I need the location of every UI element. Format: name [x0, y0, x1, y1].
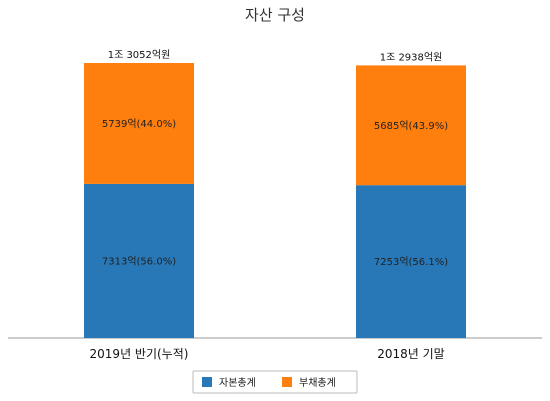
bar-segment-liabilities-1	[84, 63, 194, 184]
category-label: 2018년 기말	[377, 347, 444, 361]
legend-label: 부채총계	[299, 377, 336, 389]
bar-data-label: 5739억(44.0%)	[102, 118, 176, 130]
bar-segment-equity-2	[356, 185, 466, 338]
bar-segment-liabilities-2	[356, 65, 466, 186]
bar-segment-equity-1	[84, 183, 194, 338]
bar-data-label: 7313억(56.0%)	[102, 255, 176, 267]
bars: 7313억(56.0%) 5739억(44.0%) 1조 3052억원 2019년 반…	[84, 49, 466, 361]
bar-total-label: 1조 3052억원	[108, 49, 171, 61]
legend-label: 자본총계	[219, 377, 256, 389]
chart-title: 자산 구성	[245, 6, 305, 24]
bar-data-label: 7253억(56.1%)	[374, 256, 448, 268]
legend-swatch	[202, 377, 212, 387]
bar-total-label: 1조 2938억원	[380, 51, 443, 63]
category-label: 2019년 반기(누적)	[90, 347, 189, 361]
bar-data-label: 5685억(43.9%)	[374, 120, 448, 132]
legend-box	[192, 370, 358, 394]
legend: 자본총계 부채총계	[192, 370, 358, 394]
legend-swatch	[282, 377, 292, 387]
